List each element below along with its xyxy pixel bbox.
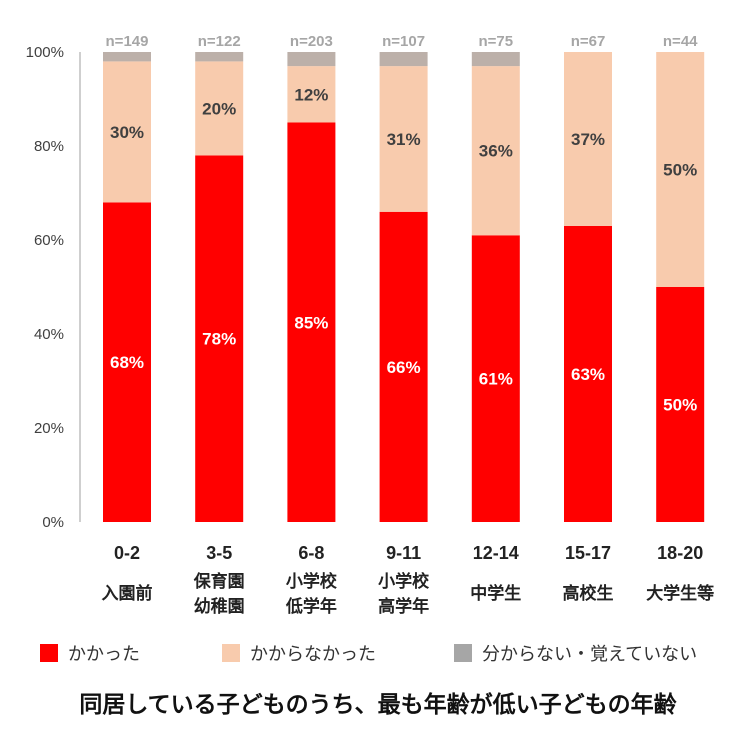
sample-size-label: n=122 <box>198 33 241 50</box>
y-tick-label: 0% <box>42 514 64 531</box>
data-label: 68% <box>110 353 144 372</box>
data-label: 37% <box>571 130 605 149</box>
x-tick-sublabel: 小学校 <box>286 571 338 592</box>
y-tick-label: 100% <box>26 44 64 61</box>
bar-segment <box>195 155 244 522</box>
x-tick-label: 3-5 <box>206 543 232 563</box>
bar-segment <box>379 52 428 67</box>
sample-size-label: n=44 <box>663 33 698 50</box>
x-tick-label: 12-14 <box>473 543 519 563</box>
bar-segment <box>471 235 520 523</box>
stacked-bar-chart: 0% 20% 40% 60% 80% 100% 68% 30% n=149 0-2 入園前 78% 20… <box>26 33 715 617</box>
bar-segment <box>379 66 428 212</box>
data-label: 66% <box>387 358 421 377</box>
bar-segment <box>103 61 151 203</box>
data-label: 31% <box>387 130 421 149</box>
data-label: 63% <box>571 365 605 384</box>
x-tick-sublabel: 大学生等 <box>646 583 714 604</box>
sample-size-label: n=107 <box>382 33 425 50</box>
x-tick-sublabel: 保育園 <box>193 571 245 592</box>
x-tick-label: 15-17 <box>565 543 611 563</box>
bar-segment <box>287 122 336 522</box>
x-tick-sublabel: 低学年 <box>285 596 337 617</box>
legend-swatch <box>454 644 472 662</box>
bar-segment <box>471 52 520 67</box>
legend-item-kakatta: かかった <box>40 640 140 666</box>
bar-segment <box>195 61 244 156</box>
legend-item-kakaranakatta: かからなかった <box>222 640 376 666</box>
y-tick-label: 40% <box>34 326 64 343</box>
bar-segment <box>564 52 612 226</box>
x-tick-sublabel: 幼稚園 <box>194 596 245 617</box>
bar-segment <box>564 225 612 522</box>
legend-label: かかった <box>68 644 140 665</box>
legend-label: 分からない・覚えていない <box>482 644 698 665</box>
legend-swatch <box>222 644 240 662</box>
data-label: 50% <box>663 396 697 415</box>
y-tick-label: 20% <box>34 420 64 437</box>
chart-title: 同居している子どものうち、最も年齢が低い子どもの年齢 <box>79 692 677 718</box>
x-tick-sublabel: 入園前 <box>102 583 153 604</box>
data-label: 12% <box>294 85 328 104</box>
data-label: 78% <box>202 330 236 349</box>
data-label: 50% <box>663 161 697 180</box>
legend-swatch <box>40 644 58 662</box>
legend: かかった かからなかった 分からない・覚えていない <box>0 640 756 666</box>
sample-size-label: n=149 <box>106 33 149 50</box>
bar-segment <box>471 66 520 236</box>
legend-label: かからなかった <box>250 644 376 665</box>
y-tick-label: 80% <box>34 138 64 155</box>
data-label: 61% <box>479 370 513 389</box>
sample-size-label: n=203 <box>290 33 333 50</box>
bar-segment <box>103 202 151 522</box>
data-label: 30% <box>110 123 144 142</box>
bar-segment <box>287 52 336 67</box>
x-tick-sublabel: 高校生 <box>563 583 614 604</box>
x-tick-label: 18-20 <box>657 543 703 563</box>
x-tick-label: 0-2 <box>114 543 140 563</box>
sample-size-label: n=67 <box>571 33 606 50</box>
x-tick-label: 6-8 <box>298 543 324 563</box>
legend-item-unknown: 分からない・覚えていない <box>454 640 697 666</box>
y-tick-label: 60% <box>34 232 64 249</box>
sample-size-label: n=75 <box>478 33 513 50</box>
bar-segment <box>656 287 705 522</box>
bar-segment <box>195 52 244 62</box>
bar-segment <box>103 52 151 62</box>
data-label: 85% <box>294 313 328 332</box>
x-tick-sublabel: 高学年 <box>378 596 429 617</box>
bar-segment <box>656 52 705 287</box>
x-tick-label: 9-11 <box>386 543 421 563</box>
bar-segment <box>287 66 336 123</box>
x-tick-sublabel: 小学校 <box>378 571 430 592</box>
x-tick-sublabel: 中学生 <box>470 583 521 604</box>
data-label: 20% <box>202 99 236 118</box>
data-label: 36% <box>479 142 513 161</box>
bar-segment <box>379 211 428 523</box>
